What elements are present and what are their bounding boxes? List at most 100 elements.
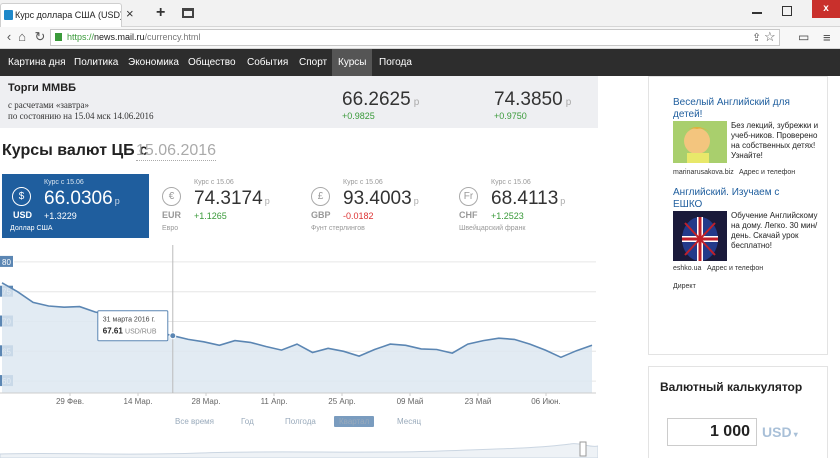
nav-item-sport[interactable]: Спорт — [299, 57, 328, 68]
y-tick-label: 80 — [2, 258, 11, 267]
card-label: Курс с 15.06 — [194, 179, 234, 186]
ad-image-flag-face[interactable] — [673, 211, 727, 261]
tab-close-icon[interactable]: × — [126, 6, 134, 21]
mmvb-timestamp: по состоянию на 15.04 мск 14.06.2016 — [8, 111, 154, 121]
x-tick-label: 11 Апр. — [261, 397, 288, 406]
range-year[interactable]: Год — [241, 417, 254, 426]
ad-source[interactable]: eshko.ua — [673, 265, 702, 272]
page-title: Курсы валют ЦБ с — [2, 142, 148, 159]
card-change: -0.0182 — [343, 211, 374, 221]
euro-icon: € — [162, 187, 181, 206]
nav-item-politika[interactable]: Политика — [74, 57, 119, 68]
card-value: 74.3174 р — [194, 188, 270, 209]
hover-point — [169, 332, 177, 340]
currency-card-usd[interactable]: $ USD Доллар США Курс с 15.06 66.0306 р +… — [2, 174, 149, 238]
card-code: EUR — [162, 210, 182, 220]
nav-item-ekonomika[interactable]: Экономика — [128, 57, 179, 68]
ad-source[interactable]: marinarusakova.biz — [673, 169, 734, 176]
range-month[interactable]: Месяц — [397, 417, 422, 426]
card-code: USD — [13, 210, 33, 220]
card-name: Доллар США — [10, 225, 53, 232]
chevron-down-icon: ▾ — [791, 430, 798, 439]
card-change: +1.3229 — [44, 211, 77, 221]
currency-card-chf[interactable]: Fr CHF Швейцарский франк Курс с 15.06 68… — [449, 174, 594, 238]
date-picker[interactable]: 15.06.2016 — [136, 142, 217, 161]
direct-link[interactable]: Директ — [673, 283, 696, 290]
url-input[interactable]: https://news.mail.ru/currency.html — [50, 29, 780, 46]
x-tick-label: 29 Фев. — [56, 397, 84, 406]
card-change: +1.1265 — [194, 211, 227, 221]
new-tab-icon[interactable]: + — [156, 4, 166, 21]
nav-item-pogoda[interactable]: Погода — [379, 57, 412, 68]
x-tick-label: 23 Май — [465, 397, 492, 406]
mmvb-title: Торги ММВБ — [8, 82, 77, 94]
card-label: Курс с 15.06 — [44, 179, 84, 186]
ad-image-child[interactable] — [673, 121, 727, 163]
navigator-handle[interactable] — [579, 441, 587, 457]
site-favicon-icon — [4, 10, 13, 20]
url-scheme: https:// — [67, 32, 95, 42]
share-icon[interactable]: ⇪ — [752, 32, 762, 44]
series-area — [2, 282, 592, 393]
ad-address-link[interactable]: Адрес и телефон — [707, 265, 764, 272]
browser-tab[interactable]: Курс доллара США (USD) на се — [0, 3, 122, 27]
nav-item-kursy[interactable]: Курсы — [332, 49, 373, 76]
reload-icon[interactable]: ↻ — [34, 29, 46, 44]
x-tick-label: 14 Мар. — [124, 397, 153, 406]
x-tick-label: 25 Апр. — [328, 397, 355, 406]
card-name: Евро — [162, 225, 179, 232]
range-quarter[interactable]: Квартал — [334, 416, 375, 427]
card-code: GBP — [311, 210, 331, 220]
range-all[interactable]: Все время — [175, 417, 214, 426]
window-maximize-icon[interactable] — [782, 6, 792, 16]
card-change: +1.2523 — [491, 211, 524, 221]
tooltip-value: 67.61 USD/RUB — [103, 327, 157, 336]
browser-tab-bar — [0, 0, 840, 27]
chat-icon[interactable]: ▭ — [798, 30, 810, 44]
x-tick-label: 09 Май — [397, 397, 424, 406]
pound-icon: £ — [311, 187, 330, 206]
ad-title[interactable]: Английский. Изучаем с ЕШКО — [673, 187, 780, 210]
tooltip-date: 31 марта 2016 г. — [103, 317, 155, 324]
lock-icon — [55, 33, 62, 41]
menu-icon[interactable]: ≡ — [823, 30, 831, 45]
currency-calculator — [648, 366, 828, 458]
navigator-area — [0, 443, 598, 458]
window-close-button[interactable]: x — [812, 0, 840, 18]
tab-list-icon[interactable] — [182, 8, 194, 18]
ad-title[interactable]: Веселый Английский для детей! — [673, 97, 790, 120]
range-half-year[interactable]: Полгода — [285, 417, 316, 426]
chart-navigator[interactable] — [0, 432, 598, 458]
mmvb-usd-change: +0.9825 — [342, 111, 375, 121]
x-tick-label: 06 Июн. — [531, 397, 561, 406]
nav-item-obshchestvo[interactable]: Общество — [188, 57, 236, 68]
nav-item-kartina-dnya[interactable]: Картина дня — [8, 57, 66, 68]
back-icon[interactable]: ‹ — [6, 29, 12, 44]
home-icon[interactable]: ⌂ — [18, 29, 26, 44]
url-path: /currency.html — [144, 32, 201, 42]
card-value: 68.4113 р — [491, 188, 566, 209]
dollar-icon: $ — [12, 187, 31, 206]
calculator-title: Валютный калькулятор — [660, 380, 803, 394]
currency-card-eur[interactable]: € EUR Евро Курс с 15.06 74.3174 р +1.1265 — [152, 174, 297, 238]
ad-address-link[interactable]: Адрес и телефон — [739, 169, 796, 176]
card-code: CHF — [459, 210, 478, 220]
card-name: Швейцарский франк — [459, 225, 526, 232]
amount-input[interactable]: 1 000 — [667, 418, 757, 446]
tooltip-box — [97, 310, 169, 342]
x-tick-label: 28 Мар. — [192, 397, 221, 406]
bookmark-star-icon[interactable]: ☆ — [764, 29, 776, 44]
window-minimize-icon[interactable] — [752, 12, 762, 14]
mmvb-eur-value: 74.3850 р — [494, 89, 572, 110]
card-value: 93.4003 р — [343, 188, 419, 209]
nav-item-sobytiya[interactable]: События — [247, 57, 289, 68]
ad-text: Обучение Английскому на дому. Легко. 30 … — [731, 211, 818, 250]
currency-select[interactable]: USD ▾ — [762, 424, 798, 440]
y-tick-label-bg — [0, 255, 13, 267]
card-label: Курс с 15.06 — [491, 179, 531, 186]
sidebar-ads: Веселый Английский для детей! Без лекций… — [648, 76, 828, 355]
card-label: Курс с 15.06 — [343, 179, 383, 186]
currency-card-gbp[interactable]: £ GBP Фунт стерлингов Курс с 15.06 93.40… — [301, 174, 446, 238]
tab-title: Курс доллара США (USD) на се — [15, 10, 122, 20]
rate-chart[interactable]: 807570656029 Фев.14 Мар.28 Мар.11 Апр.25… — [0, 245, 600, 410]
